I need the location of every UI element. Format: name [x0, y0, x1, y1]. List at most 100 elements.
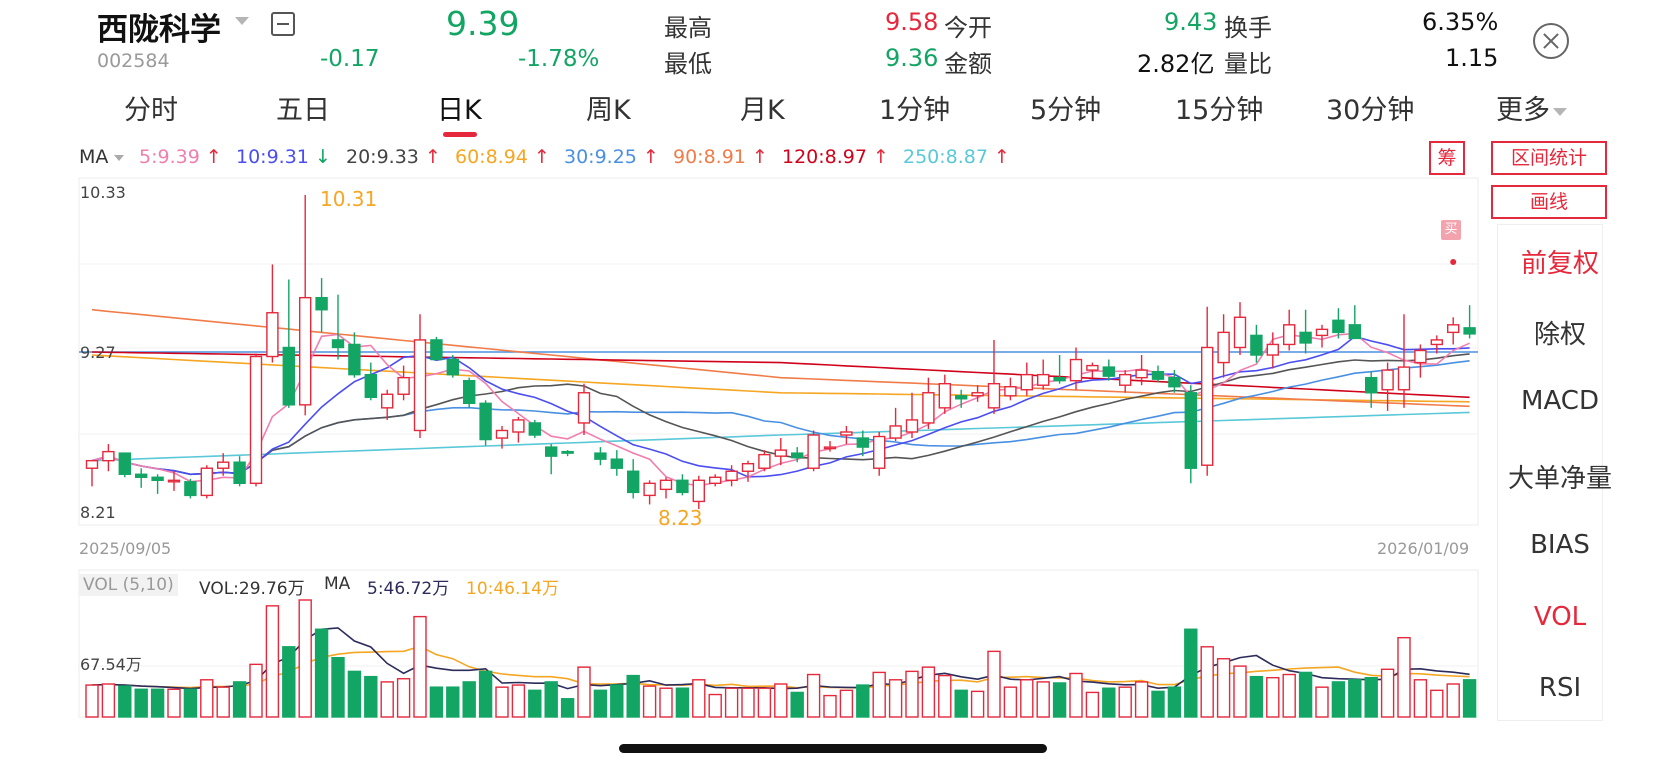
candle-body — [610, 458, 623, 469]
volume-bar — [724, 687, 739, 718]
volume-bar — [232, 681, 247, 718]
candle-body — [1168, 376, 1181, 388]
candle-body — [446, 358, 459, 376]
ma10-value: 10:9.31 ↓ — [236, 146, 331, 168]
side-item-forward-adjusted[interactable]: 前复权 — [1520, 249, 1599, 279]
candle-body — [430, 339, 443, 361]
volume-bar — [396, 678, 411, 718]
volume-bar — [1282, 673, 1296, 718]
tab-5min[interactable]: 5分钟 — [1030, 95, 1102, 126]
home-indicator[interactable] — [619, 744, 1047, 753]
tab-fenshi[interactable]: 分时 — [124, 95, 178, 126]
vol-ma5-value: 5:46.72万 — [367, 579, 450, 599]
ma5-line — [91, 332, 1470, 487]
active-tab-indicator — [443, 132, 477, 137]
volume-bar — [790, 691, 804, 718]
candle-body — [1332, 319, 1345, 334]
side-item-bias[interactable]: BIAS — [1530, 530, 1590, 560]
ma60-value: 60:8.94 ↑ — [455, 146, 550, 168]
date-end: 2026/01/09 — [1377, 539, 1470, 558]
tab-weekly-k[interactable]: 周K — [586, 95, 631, 126]
vol-ma10-value: 10:46.14万 — [466, 579, 560, 599]
amount-value: 2.82亿 — [1137, 50, 1215, 78]
volume-bar — [265, 605, 280, 718]
volume-bar — [413, 615, 427, 718]
stock-name[interactable]: 西陇科学 — [97, 12, 221, 48]
volume-bar — [1167, 686, 1182, 718]
candle-body — [266, 312, 279, 358]
volume-bar — [1233, 665, 1247, 718]
candle-body — [1348, 324, 1362, 340]
candle-body — [823, 446, 837, 450]
tab-15min[interactable]: 15分钟 — [1175, 95, 1264, 126]
candle-body — [249, 355, 263, 485]
volume-bar — [134, 688, 148, 718]
candle-body — [512, 419, 525, 433]
volume-bar — [905, 670, 919, 718]
volume-bar — [1052, 682, 1067, 718]
volume-bar — [577, 666, 591, 718]
candle-body — [577, 392, 591, 424]
volume-bar — [364, 675, 378, 718]
candle-body — [758, 453, 771, 469]
chip-button[interactable]: 筹 — [1429, 141, 1465, 175]
candle-body — [413, 339, 427, 432]
ma120-value: 120:8.97 ↑ — [782, 146, 889, 168]
chevron-down-icon — [1553, 107, 1567, 116]
side-item-big-order[interactable]: 大单净量 — [1507, 464, 1612, 494]
volume-bar — [1118, 686, 1132, 718]
candle-body — [594, 452, 607, 460]
side-item-macd[interactable]: MACD — [1521, 386, 1599, 416]
ma250-value: 250:8.87 ↑ — [903, 146, 1010, 168]
stock-name-dropdown-icon[interactable] — [235, 17, 249, 25]
volume-bar — [757, 687, 772, 718]
side-item-rsi[interactable]: RSI — [1538, 673, 1582, 703]
tab-daily-k[interactable]: 日K — [437, 95, 482, 126]
collapse-icon[interactable] — [271, 12, 295, 36]
candle-body — [299, 296, 312, 406]
volume-bar — [839, 689, 854, 718]
tab-monthly-k[interactable]: 月K — [740, 95, 785, 126]
candle-body — [1004, 386, 1017, 397]
ma250-line — [91, 411, 1470, 462]
ma-selector[interactable]: MA — [79, 146, 125, 168]
volume-bar — [1462, 679, 1477, 718]
vol-ratio-label: 量比 — [1224, 50, 1272, 78]
candle-body — [627, 470, 640, 494]
candle-body — [1053, 376, 1066, 382]
volume-bar — [150, 688, 165, 718]
interval-stats-button[interactable]: 区间统计 — [1491, 141, 1607, 175]
candle-body — [1266, 343, 1280, 356]
current-price: 9.39 — [446, 4, 520, 43]
volume-bar — [856, 684, 870, 718]
candle-body — [167, 479, 181, 483]
tab-30min[interactable]: 30分钟 — [1326, 95, 1415, 126]
candle-body — [1430, 339, 1444, 346]
volume-bar — [478, 670, 493, 718]
volume-bar — [823, 694, 837, 718]
chevron-down-icon — [114, 154, 125, 161]
price-axis-mid: 9.27 — [80, 343, 116, 362]
volume-bar — [298, 599, 312, 718]
volume-bar — [1003, 686, 1018, 718]
candle-body — [1217, 331, 1230, 364]
candle-body — [1118, 373, 1132, 386]
tab-five-day[interactable]: 五日 — [276, 95, 330, 126]
volume-bar — [183, 688, 198, 718]
candle-body — [348, 343, 361, 376]
tab-more[interactable]: 更多 — [1496, 88, 1567, 127]
ma60-line — [91, 354, 1470, 403]
ma20-line — [91, 353, 1470, 476]
volume-bar — [380, 681, 394, 718]
side-item-ex-rights[interactable]: 除权 — [1533, 320, 1586, 350]
volume-bar — [987, 650, 1001, 718]
volume-bar — [528, 689, 542, 718]
close-icon[interactable] — [1533, 23, 1569, 59]
volume-bar — [774, 683, 788, 718]
side-item-vol[interactable]: VOL — [1533, 602, 1587, 632]
volume-bar — [216, 686, 230, 718]
tab-1min[interactable]: 1分钟 — [879, 95, 951, 126]
draw-line-button[interactable]: 画线 — [1491, 185, 1607, 219]
volume-bar — [1134, 681, 1149, 718]
